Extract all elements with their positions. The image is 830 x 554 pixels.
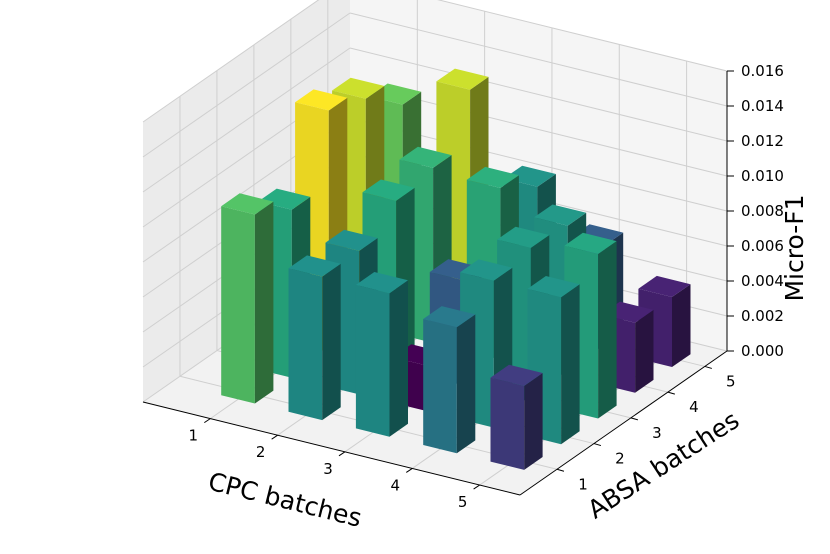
- z-tick-label: 0.004: [741, 272, 784, 290]
- z-tick-label: 0.014: [741, 97, 784, 115]
- bar-side-face: [672, 284, 691, 367]
- bar-top-face: [362, 179, 415, 201]
- x-tick-label: 5: [458, 493, 468, 511]
- z-tick-label: 0.000: [741, 342, 784, 360]
- bar: [221, 193, 274, 404]
- z-tick-label: 0.010: [741, 167, 784, 185]
- bar-top-face: [460, 259, 513, 281]
- y-tick-label: 2: [615, 450, 625, 468]
- x-axis-line: [142, 401, 521, 496]
- bar: [490, 364, 543, 470]
- chart-bars: [221, 68, 691, 470]
- bar-side-face: [561, 284, 580, 445]
- bar-front-face: [355, 284, 390, 437]
- y-tick-mark: [667, 391, 675, 395]
- y-tick-mark: [556, 468, 565, 472]
- x-tick-mark: [406, 468, 413, 473]
- bar-top-face: [288, 255, 341, 277]
- bar-side-face: [635, 309, 654, 393]
- x-tick-mark: [338, 451, 346, 457]
- z-tick-label: 0.002: [741, 307, 784, 325]
- y-axis-line: [519, 350, 728, 496]
- bar-front-face: [288, 268, 323, 421]
- bar-side-face: [254, 201, 274, 404]
- bar: [355, 272, 408, 437]
- x-tick-mark: [271, 434, 278, 440]
- grid-line: [142, 12, 351, 158]
- x-tick-label: 1: [189, 427, 199, 445]
- x-tick-label: 2: [256, 443, 266, 461]
- x-tick-mark: [473, 484, 480, 490]
- y-tick-label: 4: [689, 398, 699, 416]
- bar-top-face: [325, 229, 378, 251]
- y-tick-label: 5: [726, 372, 736, 390]
- bar-top-face: [332, 77, 385, 99]
- bar: [288, 255, 341, 421]
- bar-top-face: [490, 364, 543, 386]
- z-tick-label: 0.008: [741, 202, 784, 220]
- bar-side-face: [456, 314, 476, 454]
- z-tick-label: 0.016: [741, 62, 784, 80]
- grid-line: [142, 47, 351, 193]
- y-tick-mark: [630, 417, 639, 421]
- bar-top-face: [295, 89, 348, 111]
- z-tick-label: 0.006: [741, 237, 784, 255]
- bar-side-face: [322, 263, 341, 421]
- bar-front-face: [221, 206, 255, 404]
- z-axis-label: Micro-F1: [780, 194, 809, 301]
- bar-side-face: [389, 280, 408, 437]
- bar-top-face: [534, 204, 587, 226]
- bar-top-face: [466, 166, 519, 188]
- bar-side-face: [524, 373, 543, 470]
- bar-top-face: [355, 272, 408, 294]
- grid-line: [437, 0, 728, 72]
- grid-line: [349, 12, 728, 107]
- x-tick-mark: [204, 418, 211, 424]
- bar-top-face: [221, 193, 274, 215]
- x-tick-label: 3: [323, 460, 333, 478]
- y-tick-label: 3: [652, 424, 662, 442]
- bar: [423, 306, 476, 454]
- x-tick-label: 4: [391, 476, 401, 494]
- bar-front-face: [490, 377, 525, 470]
- bar-top-face: [497, 226, 550, 248]
- x-axis-label: CPC batches: [205, 467, 364, 533]
- bar-top-face: [423, 306, 476, 328]
- bar-top-face: [399, 146, 452, 168]
- grid-line: [142, 0, 320, 123]
- bar-front-face: [423, 319, 457, 454]
- grid-line: [349, 47, 728, 142]
- bar-top-face: [638, 275, 691, 297]
- z-tick-label: 0.012: [741, 132, 784, 150]
- chart-axes: 1 2 3 4 5 1 2 3 4 5 0.000 0.002 0.004 0.006 0.008 0.010…: [142, 62, 784, 511]
- bar-top-face: [436, 68, 489, 90]
- bar-top-face: [527, 276, 580, 298]
- bar-top-face: [564, 232, 617, 254]
- bar-side-face: [598, 241, 617, 419]
- y-tick-mark: [704, 365, 712, 369]
- y-tick-mark: [593, 443, 602, 447]
- y-tick-label: 1: [578, 475, 588, 493]
